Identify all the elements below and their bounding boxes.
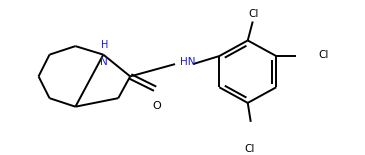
Text: O: O bbox=[153, 101, 161, 111]
Text: H: H bbox=[101, 40, 108, 50]
Text: HN: HN bbox=[180, 57, 196, 67]
Text: N: N bbox=[100, 58, 108, 67]
Text: Cl: Cl bbox=[245, 144, 255, 154]
Text: Cl: Cl bbox=[249, 9, 259, 19]
Text: Cl: Cl bbox=[318, 50, 329, 60]
